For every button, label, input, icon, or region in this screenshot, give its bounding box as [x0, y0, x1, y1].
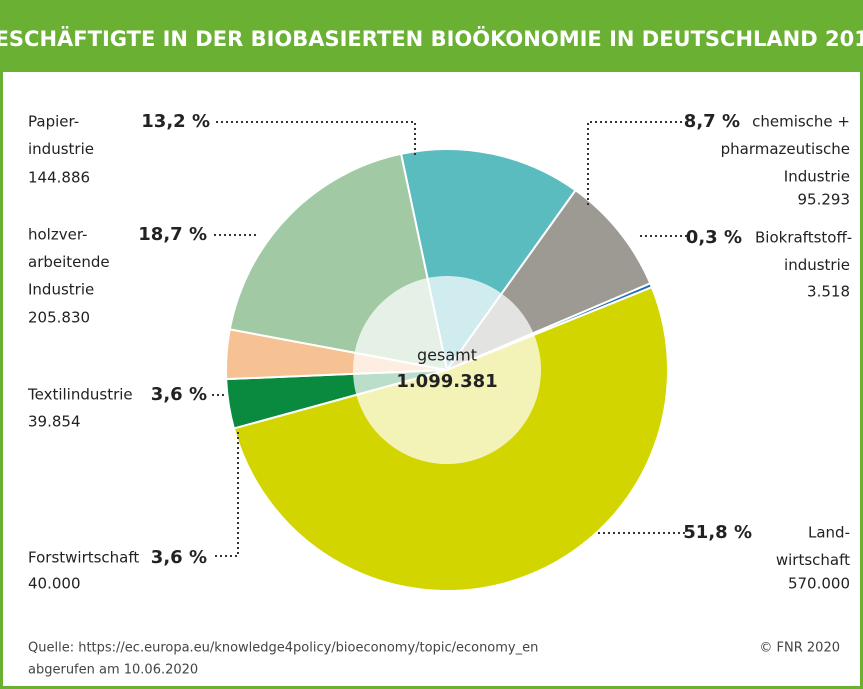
- category-label: Land-: [808, 524, 850, 542]
- count-label: 205.830: [28, 309, 90, 327]
- value-label: 3,6 %: [151, 384, 207, 405]
- category-label: Textilindustrie: [27, 386, 133, 404]
- value-label: 51,8 %: [683, 522, 752, 543]
- category-label: industrie: [28, 140, 94, 158]
- category-label: holzver-: [28, 226, 87, 244]
- header: [0, 0, 863, 72]
- total-value: 1.099.381: [396, 371, 497, 392]
- source: abgerufen am 10.06.2020: [28, 663, 198, 678]
- count-label: 95.293: [798, 191, 851, 209]
- credit: © FNR 2020: [759, 641, 840, 656]
- leader-line: [216, 121, 416, 155]
- leader-line: [215, 432, 239, 557]
- count-label: 570.000: [788, 575, 850, 593]
- count-label: 144.886: [28, 169, 90, 187]
- value-label: 8,7 %: [684, 111, 740, 132]
- chart-title: BESCHÄFTIGTE IN DER BIOBASIERTEN BIOÖKON…: [0, 26, 863, 51]
- category-label: Industrie: [784, 168, 850, 186]
- value-label: 3,6 %: [151, 547, 207, 568]
- category-label: arbeitende: [28, 253, 110, 271]
- value-label: 18,7 %: [138, 224, 207, 245]
- count-label: 39.854: [28, 413, 81, 431]
- category-label: Industrie: [28, 281, 94, 299]
- count-label: 40.000: [28, 575, 81, 593]
- category-label: wirtschaft: [776, 551, 850, 569]
- center-circle: [353, 276, 541, 464]
- category-label: Forstwirtschaft: [28, 549, 139, 567]
- category-label: Papier-: [28, 113, 79, 131]
- value-label: 0,3 %: [686, 227, 742, 248]
- category-label: chemische +: [752, 113, 850, 131]
- category-label: Biokraftstoff-: [755, 229, 852, 247]
- count-label: 3.518: [807, 283, 850, 301]
- value-label: 13,2 %: [141, 111, 210, 132]
- total-text: gesamt: [417, 346, 477, 365]
- category-label: industrie: [784, 256, 850, 274]
- category-label: pharmazeutische: [721, 140, 850, 158]
- source: Quelle: https://ec.europa.eu/knowledge4p…: [28, 641, 538, 656]
